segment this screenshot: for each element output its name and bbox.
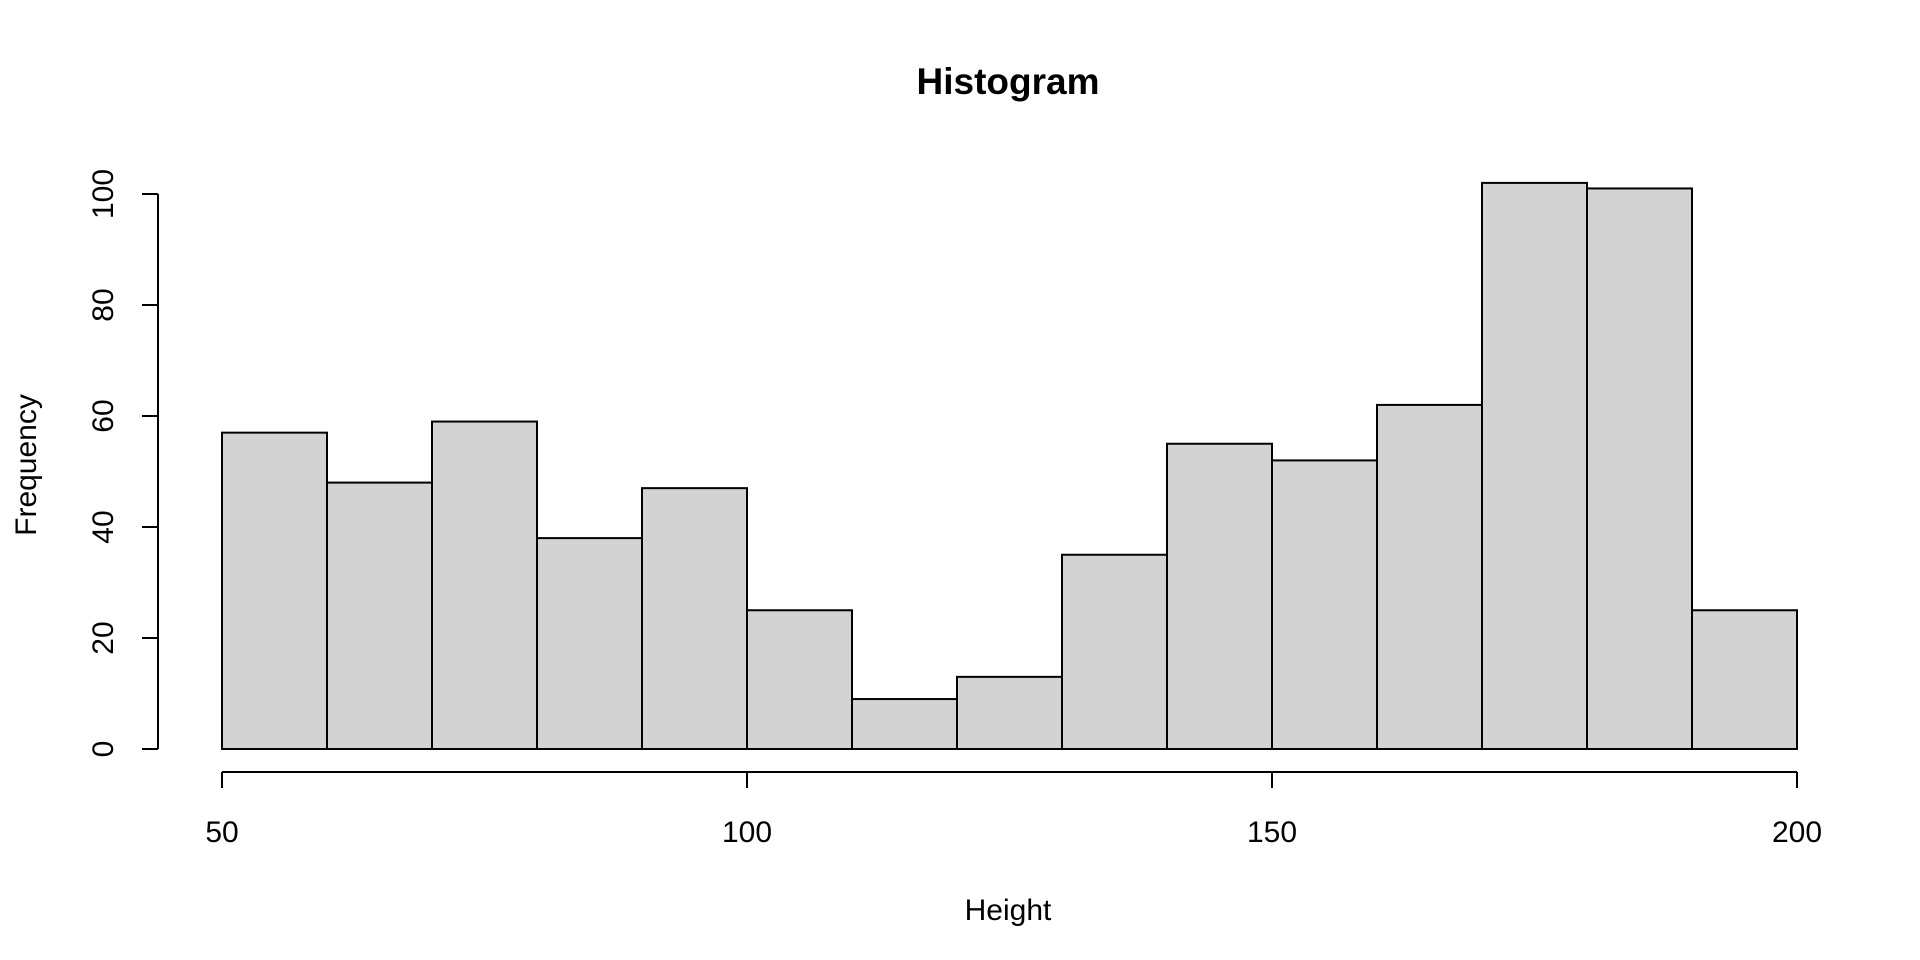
y-tick-label-3: 60 — [87, 399, 120, 432]
histogram-bar-0 — [221, 431, 328, 750]
x-tick-label-0: 50 — [205, 816, 238, 849]
histogram-bar-6 — [851, 698, 958, 750]
histogram-bar-14 — [1691, 609, 1798, 750]
x-tick-label-1: 100 — [722, 816, 772, 849]
y-tick-label-1: 20 — [87, 621, 120, 654]
histogram-bar-3 — [536, 537, 643, 750]
x-tick-label-2: 150 — [1247, 816, 1297, 849]
y-tick-label-5: 100 — [87, 169, 120, 219]
bars-group — [221, 181, 1798, 750]
histogram-bar-11 — [1376, 403, 1483, 750]
histogram-bar-9 — [1166, 442, 1273, 750]
y-tick-label-4: 80 — [87, 288, 120, 321]
histogram-bar-10 — [1271, 459, 1378, 750]
histogram-bar-8 — [1061, 553, 1168, 750]
histogram-bar-12 — [1481, 181, 1588, 750]
histogram-bar-1 — [326, 481, 433, 750]
y-axis-label: Frequency — [10, 394, 43, 536]
chart-title: Histogram — [917, 61, 1100, 102]
histogram-bar-13 — [1586, 187, 1693, 750]
histogram-bar-4 — [641, 487, 748, 750]
histogram-bar-5 — [746, 609, 853, 750]
y-tick-label-0: 0 — [87, 741, 120, 758]
x-tick-label-3: 200 — [1772, 816, 1822, 849]
y-tick-label-2: 40 — [87, 510, 120, 543]
x-axis-label: Height — [965, 894, 1052, 927]
histogram-bar-2 — [431, 420, 538, 750]
y-axis: 0 20 40 60 80 100 — [87, 169, 159, 758]
x-axis: 50 100 150 200 — [205, 771, 1822, 849]
histogram-bar-7 — [956, 675, 1063, 750]
